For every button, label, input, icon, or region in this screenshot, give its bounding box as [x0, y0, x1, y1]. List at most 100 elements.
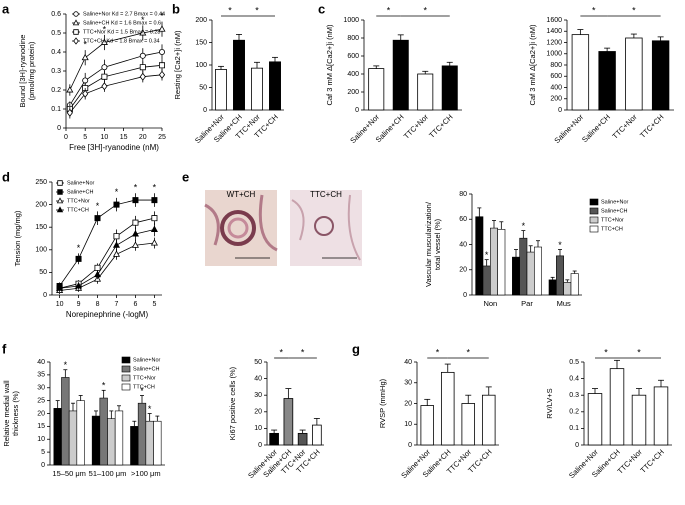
- x-tick-label: TTC+CH: [638, 447, 665, 474]
- significance: *: [301, 347, 305, 357]
- y-tick-label: 100: [35, 247, 47, 254]
- bar: [61, 377, 70, 466]
- y-tick-label: 0: [575, 442, 579, 449]
- legend-label: TTC+Nor: [67, 198, 90, 204]
- marker: [139, 72, 146, 81]
- legend-marker: [73, 29, 79, 35]
- y-tick-label: 0.1: [51, 106, 61, 113]
- y-tick-label: 10: [404, 421, 412, 428]
- marker: [112, 241, 121, 248]
- bar: [519, 237, 528, 296]
- x-tick-label: 0: [64, 134, 68, 141]
- y-tick-label: 150: [35, 224, 47, 231]
- x-tick-label: TTC+Nor: [615, 447, 644, 476]
- image-ttc-ch: [290, 190, 362, 266]
- legend-label: TTC+CH Kd = 1.8 Bmax = 0.34: [83, 38, 160, 44]
- x-tick-label: 7: [115, 301, 119, 308]
- significance: *: [115, 187, 119, 197]
- bar: [548, 279, 557, 296]
- y-axis-label: RVSP (mmHg): [378, 378, 387, 428]
- y-tick-label: 0.1: [569, 425, 579, 432]
- bar: [420, 405, 435, 446]
- bar: [68, 410, 78, 466]
- marker: [81, 53, 89, 61]
- bar: [233, 39, 245, 111]
- marker: [158, 70, 166, 79]
- significance: *: [77, 243, 81, 253]
- bar: [99, 397, 108, 466]
- significance: *: [632, 5, 636, 15]
- bar: [497, 229, 506, 296]
- significance: *: [140, 386, 144, 396]
- y-axis-label: Ki67 positive cells (%): [228, 366, 237, 440]
- legend-label: Saline+Nor: [133, 357, 161, 363]
- y-tick-label: 15: [37, 423, 45, 430]
- bar: [215, 69, 227, 111]
- bar: [475, 216, 484, 296]
- significance: *: [83, 39, 87, 49]
- bar: [130, 426, 139, 466]
- x-tick-label: Par: [521, 299, 533, 308]
- bar: [609, 368, 625, 446]
- legend-marker: [72, 19, 80, 26]
- bar: [653, 386, 669, 446]
- y-axis-label: (pmol/mg protein): [27, 41, 36, 100]
- y-tick-label: 30: [254, 392, 262, 399]
- y-tick-label: 0: [463, 292, 467, 299]
- micrographs: [204, 190, 362, 266]
- bar: [145, 420, 154, 466]
- y-tick-label: 40: [37, 359, 45, 366]
- legend-swatch: [121, 365, 131, 373]
- series-line: [59, 242, 155, 291]
- x-tick-label: 25: [158, 134, 166, 141]
- y-axis-label: total vessel (%): [433, 218, 442, 270]
- bar: [587, 393, 603, 446]
- bar: [482, 265, 491, 296]
- panel-label: g: [352, 341, 360, 356]
- y-tick-label: 400: [550, 84, 562, 91]
- x-tick-label: TTC+CH: [638, 112, 665, 139]
- legend-swatch: [589, 216, 599, 224]
- y-tick-label: 35: [37, 372, 45, 379]
- marker: [94, 215, 101, 222]
- marker: [151, 215, 158, 222]
- bar: [107, 418, 116, 466]
- y-tick-label: 800: [347, 35, 359, 42]
- bar: [625, 37, 643, 111]
- y-tick-label: 0: [43, 292, 47, 299]
- significance: *: [153, 183, 157, 193]
- y-tick-label: 0.6: [51, 11, 61, 18]
- significance: *: [387, 5, 391, 15]
- bar: [481, 394, 496, 446]
- y-tick-label: 20: [404, 400, 412, 407]
- y-axis-label: Caf 3 mM Δ[Ca2+]i (nM): [325, 24, 334, 106]
- significance: *: [160, 11, 164, 21]
- marker: [131, 241, 139, 248]
- marker: [132, 197, 139, 204]
- marker: [150, 225, 158, 232]
- marker: [101, 73, 108, 80]
- vessel: [220, 210, 256, 246]
- y-tick-label: 50: [39, 269, 47, 276]
- marker: [93, 270, 102, 278]
- legend-label: TTC+CH: [601, 226, 623, 232]
- marker: [112, 250, 121, 257]
- marker: [158, 25, 166, 32]
- legend-label: Saline+Nor: [601, 199, 629, 205]
- y-tick-label: 800: [550, 62, 562, 69]
- marker: [66, 86, 74, 93]
- legend-marker: [73, 37, 79, 45]
- series-line: [59, 199, 155, 287]
- y-tick-label: 100: [195, 62, 207, 69]
- y-tick-label: 400: [347, 71, 359, 78]
- y-tick-label: 0.5: [569, 359, 579, 366]
- marker: [113, 233, 120, 240]
- x-tick-label: Saline+CH: [580, 112, 612, 144]
- y-tick-label: 0.5: [51, 30, 61, 37]
- y-tick-label: 0.2: [569, 409, 579, 416]
- bar: [53, 408, 62, 466]
- significance: *: [96, 201, 100, 211]
- legend-label: TTC+CH: [67, 207, 89, 213]
- marker: [82, 77, 89, 84]
- significance: *: [103, 24, 107, 34]
